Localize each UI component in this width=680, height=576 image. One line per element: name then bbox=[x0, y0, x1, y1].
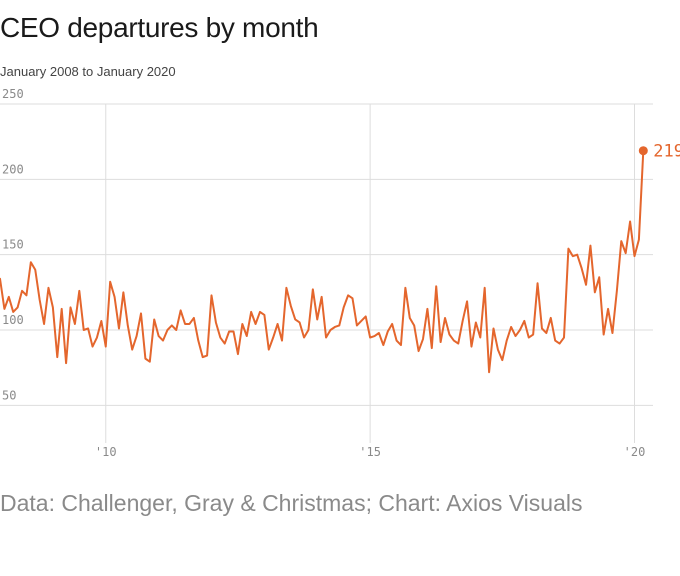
chart-title: CEO departures by month bbox=[0, 12, 319, 43]
line-chart: 50 100 150 200 250 '10 '15 '20 219 bbox=[0, 87, 680, 459]
chart-subtitle: January 2008 to January 2020 bbox=[0, 64, 176, 79]
x-tick-labels: '10 '15 '20 bbox=[95, 445, 645, 459]
y-tick-label: 100 bbox=[2, 313, 24, 327]
y-tick-label: 150 bbox=[2, 238, 24, 252]
y-tick-label: 50 bbox=[2, 388, 16, 402]
x-tick-label: '20 bbox=[624, 445, 646, 459]
y-tick-label: 250 bbox=[2, 87, 24, 101]
last-value-label: 219 bbox=[653, 142, 680, 162]
y-tick-labels: 50 100 150 200 250 bbox=[2, 87, 24, 402]
x-tick-label: '10 bbox=[95, 445, 117, 459]
series-line-ceo-departures bbox=[0, 149, 645, 374]
source-note: Data: Challenger, Gray & Christmas; Char… bbox=[0, 490, 583, 516]
y-gridlines bbox=[0, 103, 653, 406]
x-gridlines bbox=[105, 104, 635, 443]
last-value-dot bbox=[638, 146, 648, 156]
x-tick-label: '15 bbox=[359, 445, 381, 459]
y-tick-label: 200 bbox=[2, 162, 24, 176]
